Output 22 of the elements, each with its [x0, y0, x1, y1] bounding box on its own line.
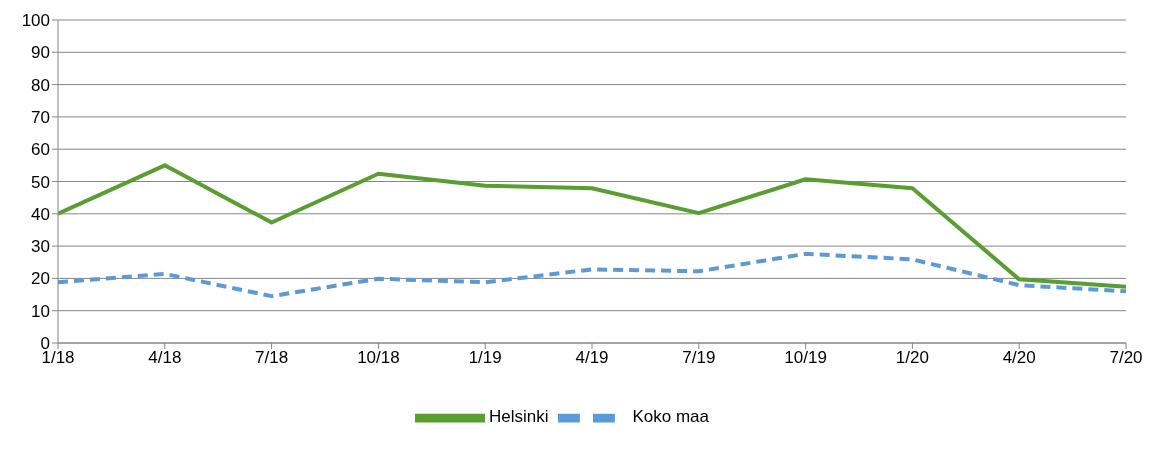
legend-label: Helsinki	[488, 407, 549, 427]
y-tick-label: 40	[31, 204, 50, 224]
y-tick-label: 20	[31, 269, 50, 289]
y-tick-label: 10	[31, 301, 50, 321]
x-tick-label: 7/18	[255, 348, 289, 368]
x-tick-label: 4/19	[575, 348, 609, 368]
y-tick-label: 80	[31, 75, 50, 95]
x-tick-label: 7/20	[1109, 348, 1143, 368]
x-tick-label: 1/19	[468, 348, 502, 368]
legend-label: Koko maa	[632, 407, 710, 427]
x-tick-label: 10/18	[357, 348, 400, 368]
x-tick-label: 4/18	[148, 348, 182, 368]
y-tick-label: 100	[21, 11, 50, 31]
y-tick-label: 30	[31, 237, 50, 257]
x-tick-label: 1/20	[895, 348, 929, 368]
y-tick-label: 60	[31, 140, 50, 160]
x-tick-label: 7/19	[682, 348, 716, 368]
y-tick-label: 50	[31, 172, 50, 192]
y-tick-label: 90	[31, 43, 50, 63]
x-tick-label: 4/20	[1002, 348, 1036, 368]
x-tick-label: 10/19	[784, 348, 827, 368]
y-tick-label: 70	[31, 107, 50, 127]
